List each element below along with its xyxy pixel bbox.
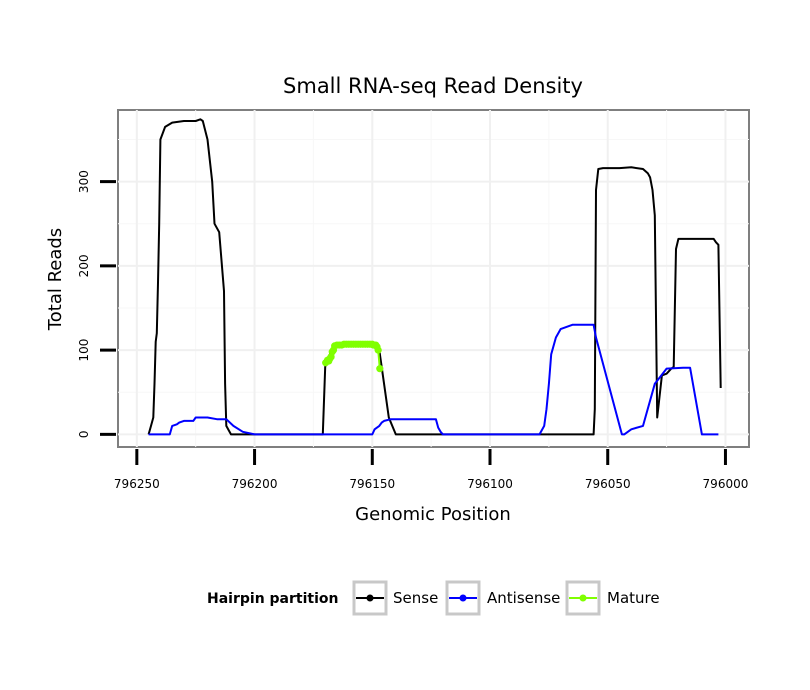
y-tick-label: 100 bbox=[77, 339, 91, 362]
legend-label-sense: Sense bbox=[393, 589, 438, 607]
x-axis-title: Genomic Position bbox=[355, 504, 511, 525]
series-line-antisense bbox=[148, 323, 719, 436]
x-tick-label: 796200 bbox=[232, 477, 278, 491]
grid-lines bbox=[118, 110, 749, 447]
x-tick-label: 796150 bbox=[349, 477, 395, 491]
series-point-mature bbox=[374, 346, 382, 354]
x-tick-label: 796050 bbox=[585, 477, 631, 491]
y-tick-label: 200 bbox=[77, 254, 91, 277]
y-tick-label: 300 bbox=[77, 170, 91, 193]
legend: Hairpin partition Sense Antisense Mature bbox=[207, 580, 660, 616]
x-tick-label: 796000 bbox=[703, 477, 749, 491]
legend-swatch-point-antisense bbox=[459, 594, 467, 602]
legend-swatch-point-sense bbox=[366, 594, 374, 602]
legend-label-antisense: Antisense bbox=[487, 589, 560, 607]
legend-label-mature: Mature bbox=[607, 589, 660, 607]
chart-title: Small RNA-seq Read Density bbox=[283, 74, 583, 98]
legend-swatch-point-mature bbox=[579, 594, 587, 602]
y-axis-title: Total Reads bbox=[45, 228, 66, 331]
series-layer bbox=[147, 118, 722, 436]
x-tick-label: 796250 bbox=[114, 477, 160, 491]
y-tick-label: 0 bbox=[77, 431, 91, 439]
y-axis: 0 100 200 300 bbox=[77, 170, 116, 438]
series-point-mature bbox=[376, 365, 384, 373]
legend-title: Hairpin partition bbox=[207, 591, 338, 607]
x-tick-label: 796100 bbox=[467, 477, 513, 491]
plot-panel bbox=[117, 109, 750, 448]
x-axis: 796250 796200 796150 796100 796050 796000 bbox=[114, 449, 748, 491]
